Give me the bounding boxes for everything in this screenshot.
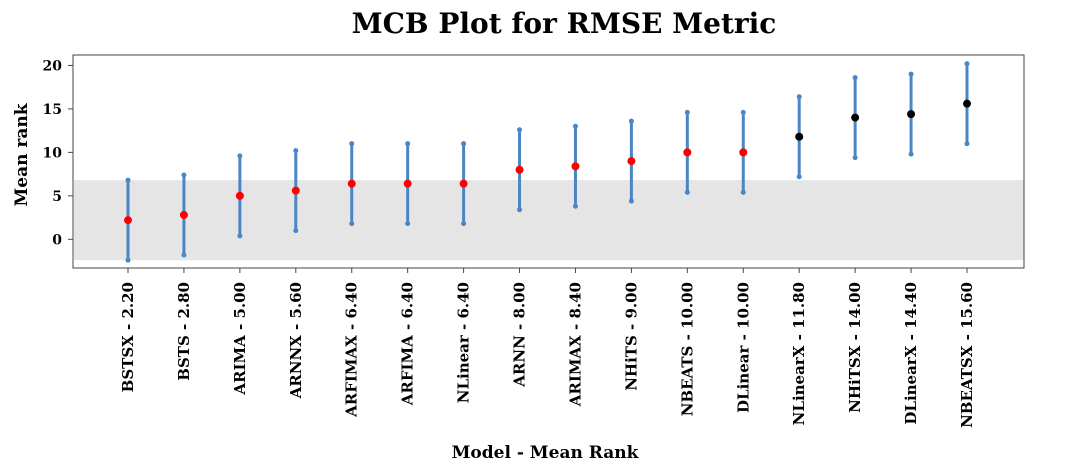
interval-lower-cap: [796, 174, 802, 180]
interval-lower-cap: [684, 189, 690, 195]
interval-lower-cap: [964, 141, 970, 147]
plot-frame: [72, 54, 1025, 269]
interval-upper-cap: [572, 123, 578, 129]
y-axis: 0 5 10 15 20: [43, 58, 73, 248]
mean-rank-point: [459, 179, 468, 188]
mean-rank-point: [683, 148, 692, 157]
mean-rank-point: [627, 157, 636, 166]
mean-rank-point: [347, 179, 356, 188]
mean-rank-point: [515, 165, 524, 174]
y-tick-label: 0: [52, 232, 62, 248]
y-tick-label: 15: [43, 102, 62, 118]
interval-lower-cap: [461, 221, 467, 227]
interval-series: [124, 61, 971, 263]
x-category-label: NBEATS - 10.00: [678, 282, 696, 416]
interval-upper-cap: [796, 94, 802, 100]
mean-rank-point: [795, 132, 804, 141]
x-category-label: DLinearX - 14.40: [902, 282, 920, 425]
y-tick-label: 20: [43, 58, 63, 74]
x-axis: BSTSX - 2.20 BSTS - 2.80 ARIMA - 5.00 ARNNX…: [119, 268, 976, 428]
interval-upper-cap: [237, 153, 243, 159]
x-category-label: NHiTSX - 14.00: [846, 282, 864, 413]
interval-upper-cap: [125, 177, 131, 183]
interval-lower-cap: [181, 252, 187, 258]
y-axis-label: Mean rank: [12, 102, 32, 206]
mean-rank-point: [291, 186, 300, 195]
interval-lower-cap: [237, 233, 243, 239]
x-axis-label: Model - Mean Rank: [452, 443, 640, 463]
x-category-label: DLinear - 10.00: [734, 282, 752, 413]
critical-difference-band: [74, 180, 1024, 261]
mean-rank-point: [124, 216, 132, 225]
mean-rank-point: [851, 113, 860, 122]
interval-upper-cap: [349, 141, 355, 147]
mean-rank-point: [907, 110, 916, 119]
interval-lower-cap: [852, 155, 858, 161]
y-tick-label: 5: [52, 189, 62, 205]
interval-upper-cap: [852, 75, 858, 81]
interval-lower-cap: [125, 257, 131, 263]
x-category-label: ARNNX - 5.60: [287, 282, 305, 399]
mean-rank-point: [403, 179, 412, 188]
mean-rank-point: [963, 99, 971, 108]
x-category-label: NBEATSX - 15.60: [958, 282, 976, 428]
interval-upper-cap: [740, 109, 746, 115]
mean-rank-point: [235, 191, 244, 200]
x-category-label: NLinearX - 11.80: [790, 282, 808, 425]
interval-lower-cap: [349, 221, 355, 227]
mean-rank-point: [179, 210, 188, 219]
x-category-label: NLinear - 6.40: [455, 282, 473, 403]
interval-lower-cap: [740, 189, 746, 195]
interval-upper-cap: [684, 109, 690, 115]
interval-upper-cap: [293, 148, 299, 154]
mean-rank-point: [739, 148, 748, 157]
x-category-label: ARIMAX - 8.40: [566, 282, 584, 407]
x-category-label: ARFIMAX - 6.40: [343, 282, 361, 418]
interval-lower-cap: [628, 198, 634, 204]
interval-upper-cap: [628, 118, 634, 124]
mean-rank-point: [571, 162, 580, 171]
x-category-label: BSTSX - 2.20: [119, 282, 137, 392]
x-category-label: BSTS - 2.80: [175, 282, 193, 381]
interval-lower-cap: [517, 207, 523, 213]
interval-upper-cap: [405, 141, 411, 147]
interval-lower-cap: [572, 203, 578, 209]
interval-upper-cap: [908, 71, 914, 77]
x-category-label: ARNN - 8.00: [511, 282, 529, 388]
interval-lower-cap: [908, 151, 914, 157]
x-category-label: NHiTS - 9.00: [622, 282, 640, 391]
interval-upper-cap: [461, 141, 467, 147]
chart-title: MCB Plot for RMSE Metric: [352, 7, 777, 40]
x-category-label: ARFIMA - 6.40: [399, 282, 417, 406]
interval-upper-cap: [964, 61, 970, 67]
interval-lower-cap: [293, 228, 299, 234]
interval-lower-cap: [405, 221, 411, 227]
x-category-label: ARIMA - 5.00: [231, 282, 249, 396]
interval-upper-cap: [181, 172, 187, 178]
interval-upper-cap: [517, 127, 523, 133]
y-tick-label: 10: [43, 145, 63, 161]
